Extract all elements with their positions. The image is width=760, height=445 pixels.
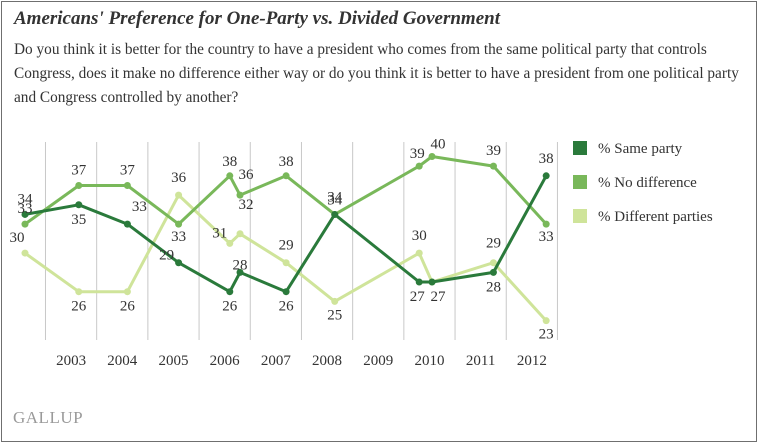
data-point [428,278,436,286]
data-point [542,172,550,180]
x-tick-label: 2005 [158,353,188,369]
data-label: 31 [212,225,227,241]
data-label: 39 [410,146,425,162]
data-label: 32 [239,197,254,213]
x-tick-label: 2007 [261,353,292,369]
data-label: 38 [279,154,294,170]
data-point [331,210,339,218]
data-point [123,220,131,228]
data-label: 36 [171,170,187,186]
series-line [24,175,548,294]
x-tick-label: 2011 [466,353,495,369]
data-label: 25 [327,307,342,323]
data-label: 28 [233,257,248,273]
data-label: 33 [132,199,147,215]
data-point [21,220,29,228]
data-point [175,220,183,228]
data-point [542,317,550,325]
data-label: 30 [10,230,25,246]
x-tick-label: 2009 [363,353,393,369]
series-line [24,155,548,226]
legend-swatch [573,141,587,155]
data-point [236,230,244,238]
x-tick-label: 2010 [414,353,444,369]
data-point [489,162,497,170]
data-point [226,288,234,296]
series-line [24,193,548,322]
data-point [75,201,83,209]
chart-title: Americans' Preference for One-Party vs. … [14,8,500,29]
data-point [428,152,436,160]
data-label: 29 [279,238,294,254]
data-label: 37 [120,162,136,178]
data-label: 38 [539,151,554,167]
legend-label: % No difference [598,175,697,191]
data-point [415,249,423,257]
data-point [489,268,497,276]
data-label: 34 [18,191,34,207]
data-point [282,288,290,296]
data-point [21,249,29,257]
data-label: 33 [171,229,186,245]
data-point [236,191,244,199]
data-label: 29 [486,236,501,252]
data-label: 23 [539,327,554,343]
legend-swatch [573,175,587,189]
data-point [226,172,234,180]
data-point [236,268,244,276]
x-tick-label: 2008 [312,353,342,369]
data-label: 29 [159,248,174,264]
legend-swatch [573,209,587,223]
x-tick-label: 2006 [210,353,241,369]
data-label: 26 [71,299,87,315]
data-label: 33 [539,229,554,245]
data-label: 26 [222,299,238,315]
survey-question: Do you think it is better for the countr… [14,41,739,106]
data-point [331,297,339,305]
legend-label: % Same party [598,141,683,157]
data-label: 36 [239,167,255,183]
data-point [282,259,290,267]
data-point [282,172,290,180]
data-label: 26 [120,299,136,315]
data-label: 27 [431,289,447,305]
data-point [75,181,83,189]
data-label: 34 [327,192,343,208]
data-point [542,220,550,228]
data-point [123,181,131,189]
data-point [75,288,83,296]
legend-label: % Different parties [598,209,713,225]
data-label: 30 [412,228,427,244]
data-label: 28 [486,279,501,295]
data-label: 34 [327,189,343,205]
data-point [175,191,183,199]
data-point [226,239,234,247]
data-label: 39 [486,143,501,159]
data-point [415,162,423,170]
x-tick-label: 2003 [56,353,86,369]
data-label: 40 [431,136,446,152]
gallup-logo: GALLUP [13,408,84,427]
data-label: 35 [71,212,86,228]
data-label: 27 [410,289,426,305]
data-label: 37 [71,162,87,178]
x-tick-label: 2004 [107,353,138,369]
data-label: 26 [279,299,295,315]
data-point [415,278,423,286]
data-point [123,288,131,296]
x-tick-label: 2012 [517,353,547,369]
data-point [175,259,183,267]
data-point [21,210,29,218]
data-label: 33 [18,201,33,217]
data-label: 38 [222,154,237,170]
data-point [489,259,497,267]
